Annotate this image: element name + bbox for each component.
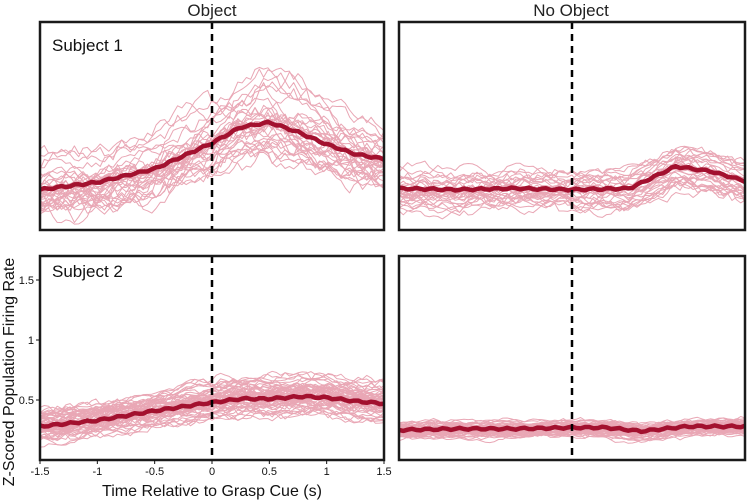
x-tick-label: 0.5: [262, 466, 277, 478]
panel-subject2-no-object: [397, 254, 747, 462]
individual-trace: [399, 148, 745, 184]
individual-trace: [40, 370, 384, 412]
panel-subject2-object: [38, 254, 386, 462]
individual-trace: [40, 139, 384, 215]
individual-trace: [40, 396, 384, 439]
individual-trace: [40, 113, 384, 202]
individual-trace: [40, 112, 384, 204]
y-tick-label: 1.5: [19, 275, 34, 287]
panel-frame: [397, 20, 747, 232]
panel-frame: [397, 254, 747, 462]
y-axis-label: Z-Scored Population Firing Rate: [1, 258, 18, 487]
column-title-object: Object: [187, 1, 236, 20]
individual-trace: [40, 118, 384, 203]
individual-trace: [399, 158, 745, 190]
y-tick-label: 1: [28, 335, 34, 347]
x-tick-label: 1.5: [376, 466, 391, 478]
individual-trace: [399, 429, 745, 441]
individual-trace: [399, 175, 745, 214]
row-label-subject-2: Subject 2: [52, 262, 123, 281]
x-tick-label: 0: [209, 466, 215, 478]
individual-trace: [399, 423, 745, 438]
x-tick-label: -1.5: [31, 466, 50, 478]
x-axis-ticks: -1.5 -1 -0.5 0 0.5 1 1.5: [31, 460, 392, 478]
row-label-subject-1: Subject 1: [52, 36, 123, 55]
panel-subject1-no-object: [397, 20, 747, 232]
x-tick-label: -1: [92, 466, 102, 478]
individual-trace: [40, 372, 384, 426]
individual-trace: [40, 122, 384, 195]
y-tick-label: 0.5: [19, 395, 34, 407]
individual-trace: [40, 67, 384, 171]
mean-trace: [399, 163, 745, 193]
y-axis-ticks: 0.5 1 1.5: [19, 275, 40, 407]
individual-trace: [399, 416, 745, 427]
x-axis-label: Time Relative to Grasp Cue (s): [102, 483, 322, 500]
panel-frame: [38, 20, 386, 232]
individual-trace: [40, 123, 384, 193]
individual-trace: [40, 81, 384, 163]
panel-subject1-object: [38, 20, 386, 232]
column-title-no-object: No Object: [533, 1, 609, 20]
individual-trace: [40, 75, 384, 178]
x-tick-label: 1: [324, 466, 330, 478]
x-tick-label: -0.5: [145, 466, 164, 478]
individual-trace: [399, 416, 745, 430]
individual-trace: [399, 417, 745, 426]
